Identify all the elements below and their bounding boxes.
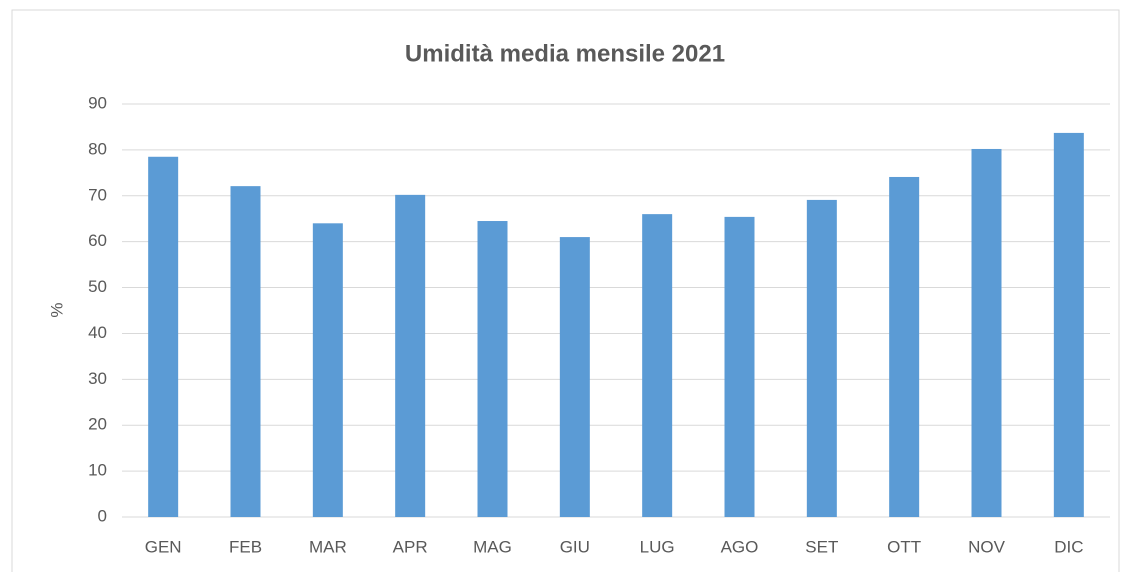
y-tick-label: 90 bbox=[88, 93, 107, 112]
bar bbox=[312, 223, 343, 518]
bar bbox=[642, 214, 673, 517]
y-tick-label: 70 bbox=[88, 185, 107, 204]
x-tick-label: SET bbox=[805, 537, 838, 556]
x-tick-label: FEB bbox=[229, 537, 262, 556]
bar bbox=[477, 221, 508, 517]
bar bbox=[395, 194, 426, 518]
y-tick-label: 20 bbox=[88, 415, 107, 434]
y-tick-label: 60 bbox=[88, 231, 107, 250]
x-tick-label: MAR bbox=[309, 537, 347, 556]
y-axis-label: % bbox=[47, 302, 66, 317]
x-tick-label: GIU bbox=[560, 537, 590, 556]
x-tick-label: NOV bbox=[968, 537, 1006, 556]
y-tick-label: 10 bbox=[88, 461, 107, 480]
y-tick-label: 80 bbox=[88, 139, 107, 158]
y-tick-label: 40 bbox=[88, 323, 107, 342]
x-tick-label: AGO bbox=[721, 537, 759, 556]
x-tick-label: MAG bbox=[473, 537, 512, 556]
bar bbox=[1053, 132, 1084, 517]
x-tick-label: DIC bbox=[1054, 537, 1083, 556]
bar bbox=[559, 237, 590, 518]
y-tick-label: 30 bbox=[88, 369, 107, 388]
x-tick-label: LUG bbox=[640, 537, 675, 556]
bar bbox=[806, 199, 837, 517]
chart-title: Umidità media mensile 2021 bbox=[405, 40, 725, 67]
bar bbox=[724, 216, 755, 518]
bar bbox=[971, 148, 1002, 517]
bar bbox=[148, 156, 179, 517]
x-tick-label: GEN bbox=[145, 537, 182, 556]
x-tick-label: APR bbox=[393, 537, 428, 556]
bar bbox=[230, 186, 261, 517]
x-tick-label: OTT bbox=[887, 537, 921, 556]
bar bbox=[889, 176, 920, 518]
y-tick-label: 50 bbox=[88, 277, 107, 296]
y-tick-label: 0 bbox=[98, 506, 107, 525]
